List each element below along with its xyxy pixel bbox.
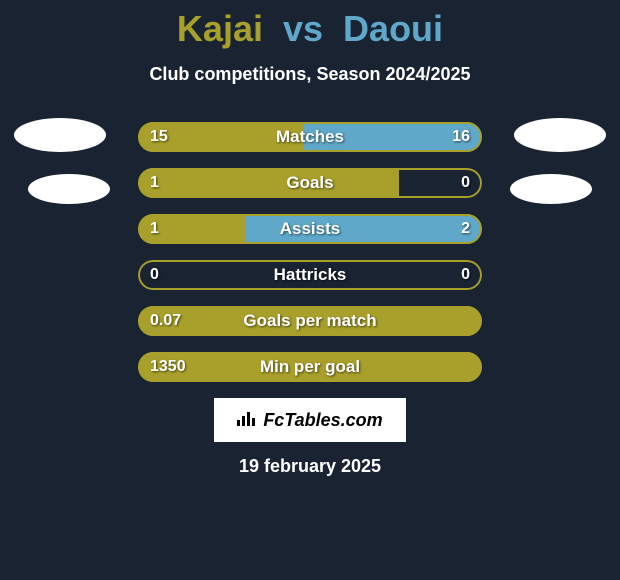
logo[interactable]: FcTables.com <box>214 398 406 442</box>
subtitle: Club competitions, Season 2024/2025 <box>0 64 620 85</box>
stat-bars: 1516Matches 10Goals 12Assists 00Hattricks 0.… <box>138 122 482 398</box>
stat-label: Matches <box>138 122 482 152</box>
chart-icon <box>237 410 257 431</box>
stat-row: 12Assists <box>138 214 482 244</box>
stat-row: 0.07Goals per match <box>138 306 482 336</box>
title-player1: Kajai <box>177 8 263 49</box>
logo-text: FcTables.com <box>263 410 382 431</box>
stat-label: Min per goal <box>138 352 482 382</box>
stat-row: 1350Min per goal <box>138 352 482 382</box>
stat-label: Goals <box>138 168 482 198</box>
avatar-right-primary <box>514 118 606 152</box>
avatar-left-secondary <box>28 174 110 204</box>
stat-row: 10Goals <box>138 168 482 198</box>
date-text: 19 february 2025 <box>0 456 620 477</box>
avatar-right-secondary <box>510 174 592 204</box>
stat-label: Goals per match <box>138 306 482 336</box>
page-title: Kajai vs Daoui <box>0 0 620 50</box>
title-vs: vs <box>283 8 323 49</box>
stat-row: 00Hattricks <box>138 260 482 290</box>
avatar-left-primary <box>14 118 106 152</box>
title-player2: Daoui <box>343 8 443 49</box>
stat-label: Assists <box>138 214 482 244</box>
stat-row: 1516Matches <box>138 122 482 152</box>
stat-label: Hattricks <box>138 260 482 290</box>
